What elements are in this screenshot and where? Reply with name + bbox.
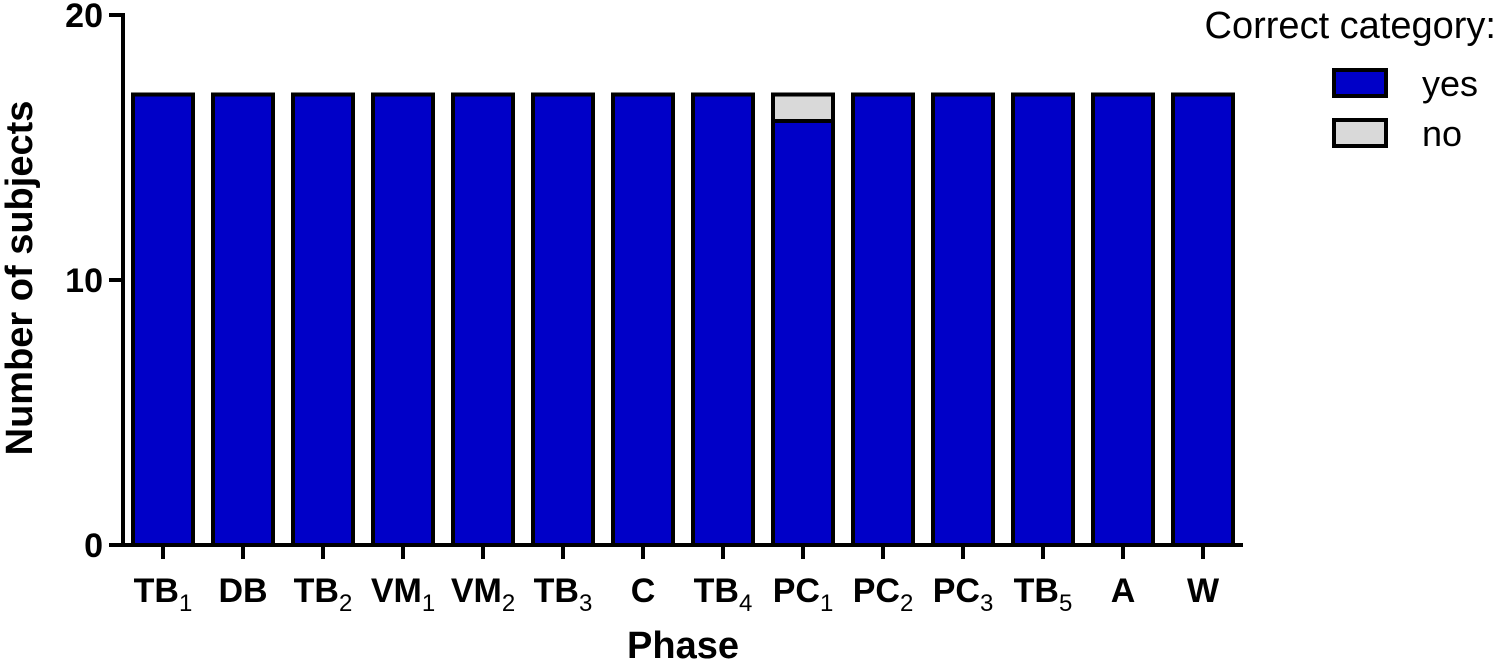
bar-yes (1171, 92, 1235, 547)
legend-title: Correct category: (1205, 5, 1496, 47)
x-tick-label: VM1 (371, 572, 435, 617)
x-tick-label: TB3 (534, 572, 593, 617)
x-tick-label: TB4 (694, 572, 753, 617)
y-tick-label: 20 (65, 0, 103, 35)
bar-yes (1091, 92, 1155, 547)
bar-yes (211, 92, 275, 547)
y-ticks-group: 0 10 20 (65, 0, 123, 565)
x-tick-label: TB1 (134, 572, 193, 617)
x-tick-label: C (631, 572, 656, 610)
legend-label-yes: yes (1422, 63, 1478, 104)
bars-group (131, 92, 1235, 547)
bar-yes (931, 92, 995, 547)
x-axis-title: Phase (627, 625, 739, 662)
legend-swatch-no (1332, 118, 1388, 148)
bar-yes (131, 92, 195, 547)
x-ticks-group: TB1 DB TB2 VM1 VM2 TB3 C TB4 PC1 PC2 PC3 TB5 A W (134, 545, 1220, 617)
bar-yes (691, 92, 755, 547)
bar-yes (371, 92, 435, 547)
bar-yes (531, 92, 595, 547)
bar-yes (851, 92, 915, 547)
x-tick-label: TB2 (294, 572, 353, 617)
y-tick-label: 10 (65, 262, 103, 300)
bar-yes (291, 92, 355, 547)
y-axis-title: Number of subjects (0, 101, 41, 456)
bar-yes (611, 92, 675, 547)
x-tick-label: PC2 (853, 572, 914, 617)
bar-yes (451, 92, 515, 547)
x-tick-label: W (1187, 572, 1220, 610)
x-tick-label: DB (218, 572, 267, 610)
legend-swatch-yes (1332, 68, 1388, 98)
bar-no (771, 92, 835, 123)
x-tick-label: TB5 (1014, 572, 1073, 617)
y-tick-label: 0 (84, 527, 103, 565)
x-tick-label: VM2 (451, 572, 515, 617)
x-tick-label: PC1 (773, 572, 834, 617)
bar-yes (1011, 92, 1075, 547)
bar-yes (771, 119, 835, 547)
x-tick-label: PC3 (933, 572, 994, 617)
legend: Correct category: yes no (1205, 5, 1496, 154)
legend-label-no: no (1422, 113, 1462, 154)
x-tick-label: A (1111, 572, 1136, 610)
